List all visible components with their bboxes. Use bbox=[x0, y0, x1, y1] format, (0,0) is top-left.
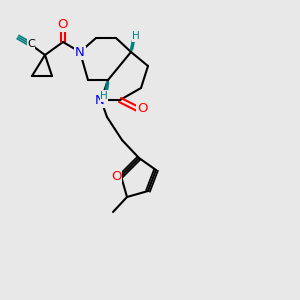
Text: O: O bbox=[137, 103, 147, 116]
Text: O: O bbox=[58, 19, 68, 32]
Text: C: C bbox=[27, 39, 35, 49]
Text: H: H bbox=[132, 31, 140, 41]
Text: N: N bbox=[95, 94, 105, 107]
Text: N: N bbox=[75, 46, 85, 59]
Text: H: H bbox=[100, 91, 108, 101]
Text: O: O bbox=[111, 170, 121, 184]
